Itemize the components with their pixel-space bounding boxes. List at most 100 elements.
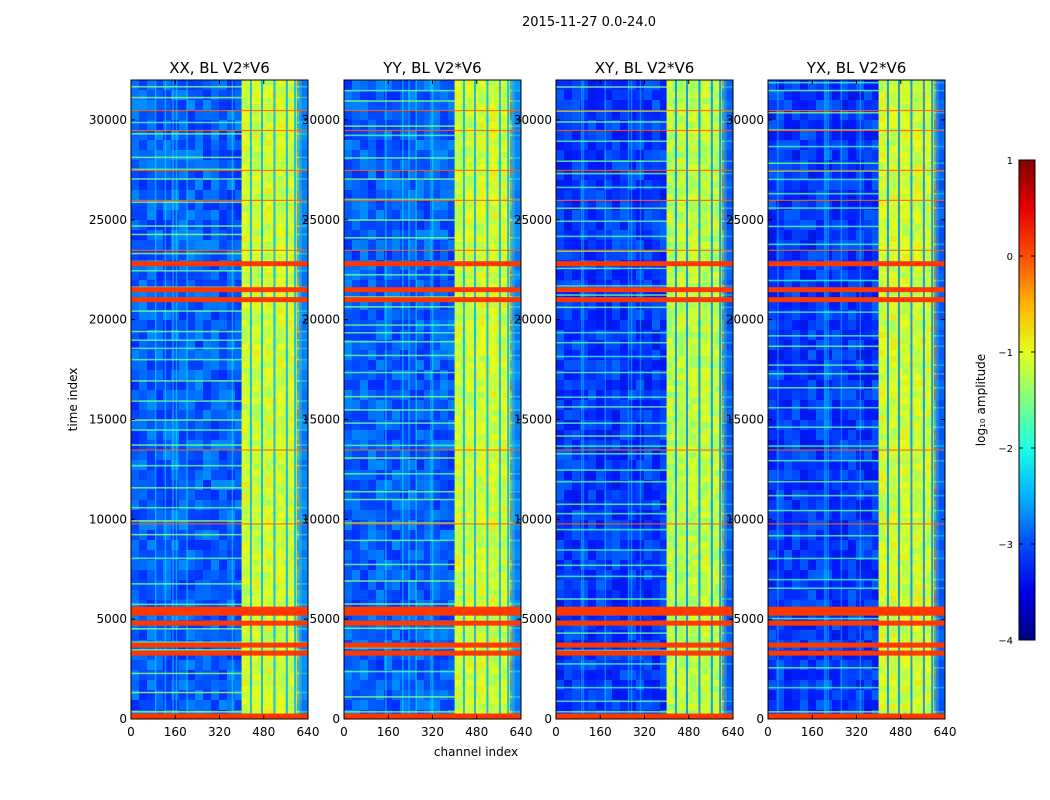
flagged-row: [556, 610, 733, 616]
x-tick-label: 160: [589, 725, 612, 739]
colorbar-tick-label: 1: [1007, 156, 1013, 167]
flagged-row: [768, 620, 945, 626]
colorbar-tick-label: −2: [998, 444, 1013, 455]
colorbar-tick-label: −4: [998, 636, 1013, 647]
x-tick-label: 480: [889, 725, 912, 739]
y-tick-label: 5000: [521, 612, 552, 626]
y-tick-label: 10000: [89, 512, 127, 526]
y-tick-label: 20000: [89, 313, 127, 327]
flagged-row: [344, 606, 521, 612]
colorbar-tick-label: −1: [998, 348, 1013, 359]
flagged-row: [131, 610, 308, 616]
y-tick-label: 20000: [514, 313, 552, 327]
y-tick-label: 5000: [309, 612, 340, 626]
flagged-row: [131, 287, 308, 293]
x-tick-label: 640: [297, 725, 320, 739]
x-tick-label: 320: [845, 725, 868, 739]
flagged-row: [556, 261, 733, 267]
flagged-row: [556, 287, 733, 293]
x-tick-label: 640: [934, 725, 957, 739]
panel-4: YX, BL V2*V6 0 160 320 480 640 0 5000 10000 15000…: [726, 59, 957, 739]
figure-suptitle: 2015-11-27 0.0-24.0: [522, 15, 656, 30]
flagged-row: [344, 642, 521, 648]
flagged-row: [344, 650, 521, 656]
y-tick-label: 15000: [302, 412, 340, 426]
flagged-row: [768, 642, 945, 648]
flagged-row: [344, 297, 521, 303]
panel-title: XY, BL V2*V6: [595, 59, 695, 77]
heatmap-image: [768, 80, 945, 719]
colorbar-tick-label: 0: [1007, 252, 1013, 263]
x-tick-label: 160: [377, 725, 400, 739]
y-tick-label: 30000: [514, 113, 552, 127]
y-tick-label: 20000: [302, 313, 340, 327]
colorbar: 1 0 −1 −2 −3 −4 log₁₀ amplitude: [974, 156, 1036, 647]
x-tick-label: 0: [340, 725, 348, 739]
x-tick-label: 480: [252, 725, 275, 739]
colorbar-tick-label: −3: [998, 540, 1013, 551]
flagged-row: [344, 610, 521, 616]
panel-title: XX, BL V2*V6: [169, 59, 270, 77]
flagged-row: [556, 620, 733, 626]
y-tick-label: 30000: [302, 113, 340, 127]
y-tick-label: 15000: [514, 412, 552, 426]
y-tick-label: 25000: [302, 213, 340, 227]
flagged-row: [131, 620, 308, 626]
flagged-row: [131, 606, 308, 612]
x-tick-label: 480: [677, 725, 700, 739]
y-tick-label: 20000: [726, 313, 764, 327]
y-tick-label: 30000: [726, 113, 764, 127]
y-tick-label: 5000: [733, 612, 764, 626]
x-tick-label: 160: [801, 725, 824, 739]
x-tick-label: 0: [764, 725, 772, 739]
x-tick-label: 480: [465, 725, 488, 739]
panel-1: XX, BL V2*V6 0 160 320 480 640 0 5000 10000 15000…: [66, 59, 518, 759]
flagged-row: [768, 650, 945, 656]
flagged-row: [768, 261, 945, 267]
flagged-row: [556, 297, 733, 303]
y-tick-label: 15000: [89, 412, 127, 426]
y-tick-label: 10000: [514, 512, 552, 526]
panel-title: YX, BL V2*V6: [806, 59, 907, 77]
flagged-row: [556, 642, 733, 648]
y-tick-label: 10000: [726, 512, 764, 526]
heatmap-image: [556, 80, 733, 719]
x-tick-label: 320: [421, 725, 444, 739]
panels: XX, BL V2*V6 0 160 320 480 640 0 5000 10000 15000…: [66, 59, 956, 759]
x-tick-label: 640: [722, 725, 745, 739]
flagged-row: [556, 650, 733, 656]
x-tick-label: 320: [633, 725, 656, 739]
flagged-row: [131, 297, 308, 303]
y-tick-label: 25000: [89, 213, 127, 227]
x-tick-label: 0: [552, 725, 560, 739]
x-tick-label: 160: [164, 725, 187, 739]
flagged-row: [344, 620, 521, 626]
x-tick-label: 320: [208, 725, 231, 739]
x-tick-label: 640: [510, 725, 533, 739]
y-tick-label: 15000: [726, 412, 764, 426]
flagged-row: [131, 261, 308, 267]
y-tick-label: 0: [332, 712, 340, 726]
panel-3: XY, BL V2*V6 0 160 320 480 640 0 5000 10000 15000…: [514, 59, 745, 739]
panel-2: YY, BL V2*V6 0 160 320 480 640 0 5000 10000 15000…: [302, 59, 533, 739]
flagged-row: [131, 650, 308, 656]
y-tick-label: 10000: [302, 512, 340, 526]
y-tick-label: 30000: [89, 113, 127, 127]
y-tick-label: 0: [119, 712, 127, 726]
colorbar-label: log₁₀ amplitude: [974, 354, 988, 446]
flagged-row: [768, 610, 945, 616]
heatmap-image: [131, 80, 308, 719]
y-tick-label: 0: [544, 712, 552, 726]
y-tick-label: 0: [756, 712, 764, 726]
x-tick-label: 0: [127, 725, 135, 739]
colorbar-gradient: [1018, 159, 1036, 641]
heatmap-image: [344, 80, 521, 719]
flagged-row: [556, 606, 733, 612]
y-tick-label: 5000: [96, 612, 127, 626]
panel-title: YY, BL V2*V6: [382, 59, 481, 77]
flagged-row: [768, 606, 945, 612]
flagged-row: [344, 287, 521, 293]
flagged-row: [768, 297, 945, 303]
y-axis-label: time index: [66, 368, 80, 432]
